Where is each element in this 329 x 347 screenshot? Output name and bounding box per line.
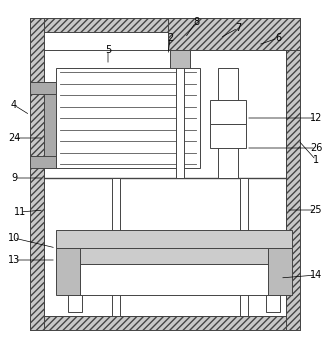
Text: 2: 2 bbox=[167, 33, 173, 43]
Text: 11: 11 bbox=[14, 207, 26, 217]
Bar bbox=[68, 295, 82, 312]
Bar bbox=[56, 230, 292, 248]
Text: 25: 25 bbox=[310, 205, 322, 215]
Bar bbox=[210, 124, 246, 148]
Bar bbox=[30, 18, 300, 32]
Bar bbox=[56, 248, 80, 295]
Text: 1: 1 bbox=[313, 155, 319, 165]
Bar bbox=[44, 178, 286, 316]
Bar bbox=[68, 264, 280, 295]
Text: 7: 7 bbox=[235, 23, 241, 33]
Bar bbox=[30, 82, 56, 94]
Bar bbox=[30, 18, 44, 330]
Bar bbox=[286, 18, 300, 330]
Bar bbox=[240, 178, 248, 316]
Text: 26: 26 bbox=[310, 143, 322, 153]
Bar bbox=[168, 18, 300, 50]
Text: 9: 9 bbox=[11, 173, 17, 183]
Bar bbox=[56, 68, 200, 168]
Bar bbox=[30, 156, 56, 168]
Text: 5: 5 bbox=[105, 45, 111, 55]
Bar bbox=[44, 50, 286, 178]
Text: 14: 14 bbox=[310, 270, 322, 280]
Text: 8: 8 bbox=[193, 17, 199, 27]
Text: 4: 4 bbox=[11, 100, 17, 110]
Bar bbox=[268, 248, 292, 295]
Bar bbox=[266, 295, 280, 312]
Bar bbox=[176, 50, 184, 178]
Bar bbox=[210, 100, 246, 124]
Text: 24: 24 bbox=[8, 133, 20, 143]
Text: 10: 10 bbox=[8, 233, 20, 243]
Bar bbox=[44, 82, 56, 168]
Bar bbox=[30, 316, 300, 330]
Text: 12: 12 bbox=[310, 113, 322, 123]
Text: 13: 13 bbox=[8, 255, 20, 265]
Text: 6: 6 bbox=[275, 33, 281, 43]
Bar bbox=[170, 50, 190, 68]
Bar bbox=[218, 68, 238, 178]
Bar bbox=[68, 248, 280, 264]
Bar bbox=[112, 178, 120, 316]
